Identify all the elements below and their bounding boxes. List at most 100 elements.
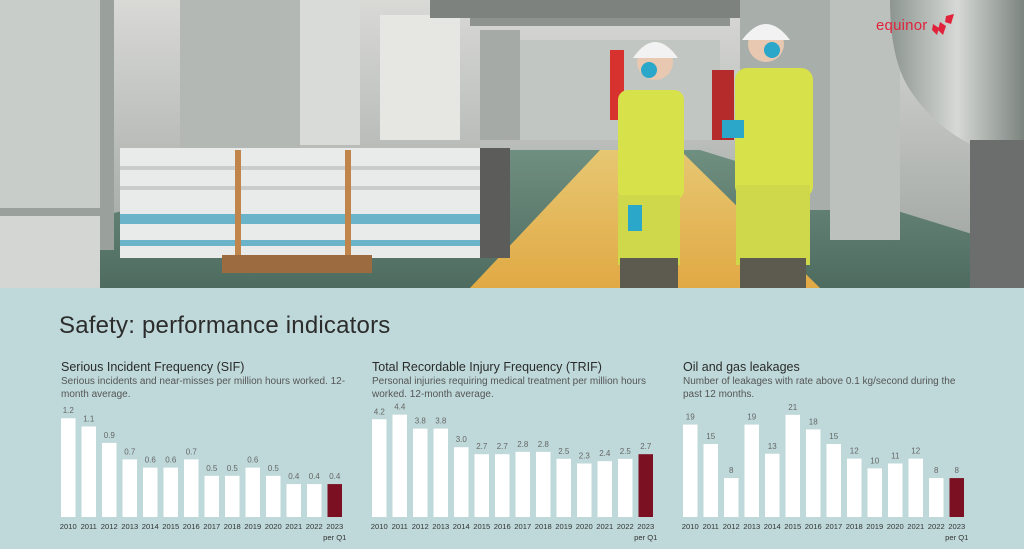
tick-label: 2022	[306, 522, 323, 531]
tick-label: 2019	[244, 522, 261, 531]
bar-2018	[225, 475, 240, 517]
value-label: 12	[911, 447, 920, 456]
bar-2013	[744, 424, 759, 517]
value-label: 0.5	[206, 464, 218, 473]
tick-label: 2021	[285, 522, 302, 531]
tick-label: 2020	[265, 522, 282, 531]
bar-2010	[683, 424, 698, 517]
bar-2014	[765, 453, 780, 517]
bar-2022	[929, 478, 944, 517]
value-label: 3.8	[435, 417, 447, 426]
tick-label: 2015	[473, 522, 490, 531]
tick-label: 2017	[203, 522, 220, 531]
tick-label: 2023	[326, 522, 343, 531]
tick-label: 2011	[81, 522, 97, 531]
tick-sublabel: per Q1	[945, 533, 968, 542]
value-label: 10	[870, 456, 879, 465]
tick-label: 2017	[514, 522, 531, 531]
bar-2011	[703, 444, 718, 517]
chart-leakages: Oil and gas leakages Number of leakages …	[682, 360, 983, 549]
value-label: 8	[955, 466, 960, 475]
tick-label: 2010	[682, 522, 699, 531]
tick-label: 2018	[846, 522, 863, 531]
tick-label: 2016	[494, 522, 511, 531]
tick-sublabel: per Q1	[323, 533, 346, 542]
tick-label: 2022	[617, 522, 634, 531]
tick-label: 2013	[743, 522, 760, 531]
value-label: 2.8	[517, 440, 529, 449]
chart-trif-plot: 4.2 2010 4.4 2011 3.8 2012 3.8 2013 3.0 2014 2.7 20…	[371, 403, 658, 542]
chart-title: Oil and gas leakages	[683, 360, 800, 374]
value-label: 2.5	[558, 447, 570, 456]
value-label: 0.6	[247, 456, 259, 465]
tick-label: 2020	[887, 522, 904, 531]
value-label: 1.1	[83, 414, 95, 423]
chart-trif: Total Recordable Injury Frequency (TRIF)…	[371, 360, 672, 549]
bar-2010	[372, 419, 387, 517]
tick-label: 2021	[907, 522, 924, 531]
tick-label: 2012	[723, 522, 740, 531]
chart-subtitle: Personal injuries requiring medical trea…	[372, 376, 647, 400]
bar-2018	[847, 458, 862, 517]
tick-label: 2010	[60, 522, 77, 531]
value-label: 2.8	[538, 440, 550, 449]
value-label: 0.9	[104, 431, 116, 440]
bar-2012	[102, 442, 117, 517]
tick-label: 2020	[576, 522, 593, 531]
panel-title: Safety: performance indicators	[59, 312, 391, 339]
value-label: 8	[729, 466, 734, 475]
tick-label: 2021	[596, 522, 613, 531]
worker-right	[722, 24, 813, 288]
value-label: 0.7	[186, 447, 198, 456]
tick-label: 2011	[392, 522, 408, 531]
value-label: 2.7	[476, 442, 488, 451]
value-label: 2.5	[620, 447, 632, 456]
tick-label: 2012	[101, 522, 118, 531]
value-label: 4.4	[394, 403, 406, 412]
bar-2016	[806, 429, 821, 517]
tick-label: 2012	[412, 522, 429, 531]
bar-2011	[392, 414, 407, 517]
bar-2012	[413, 428, 428, 517]
bar-2014	[143, 467, 158, 517]
tick-label: 2018	[224, 522, 241, 531]
chart-leakages-plot: 19 2010 15 2011 8 2012 19 2013 13 2014 21 2015 18 201…	[682, 403, 969, 542]
bar-2013	[433, 428, 448, 517]
tick-label: 2015	[162, 522, 179, 531]
tick-label: 2019	[866, 522, 883, 531]
value-label: 21	[788, 403, 797, 412]
bar-2012	[724, 478, 739, 517]
bar-2020	[266, 475, 281, 517]
value-label: 0.7	[124, 447, 136, 456]
value-label: 0.5	[268, 464, 280, 473]
tick-label: 2014	[764, 522, 781, 531]
value-label: 4.2	[374, 407, 386, 416]
value-label: 3.8	[415, 417, 427, 426]
tick-label: 2016	[183, 522, 200, 531]
bar-2018	[536, 451, 551, 517]
value-label: 19	[686, 413, 695, 422]
bar-2016	[184, 459, 199, 517]
tick-label: 2017	[825, 522, 842, 531]
bar-2011	[81, 426, 96, 517]
bar-2022	[307, 484, 322, 517]
value-label: 19	[747, 413, 756, 422]
value-label: 0.6	[145, 456, 157, 465]
bar-2014	[454, 447, 469, 517]
bar-2017	[515, 451, 530, 517]
equinor-star-icon	[932, 14, 955, 35]
chart-subtitle: Number of leakages with rate above 0.1 k…	[683, 376, 956, 400]
brand-name: equinor	[876, 16, 928, 34]
tick-label: 2023	[948, 522, 965, 531]
tick-label: 2014	[142, 522, 159, 531]
chart-title: Serious Incident Frequency (SIF)	[61, 360, 245, 374]
bar-2019	[556, 458, 571, 517]
value-label: 12	[850, 447, 859, 456]
value-label: 2.3	[579, 452, 591, 461]
kpi-panel: Safety: performance indicators Serious I…	[0, 288, 1024, 549]
value-label: 0.4	[309, 472, 321, 481]
tick-sublabel: per Q1	[634, 533, 657, 542]
bar-2021	[286, 484, 301, 517]
value-label: 18	[809, 417, 818, 426]
bar-2010	[61, 418, 76, 517]
